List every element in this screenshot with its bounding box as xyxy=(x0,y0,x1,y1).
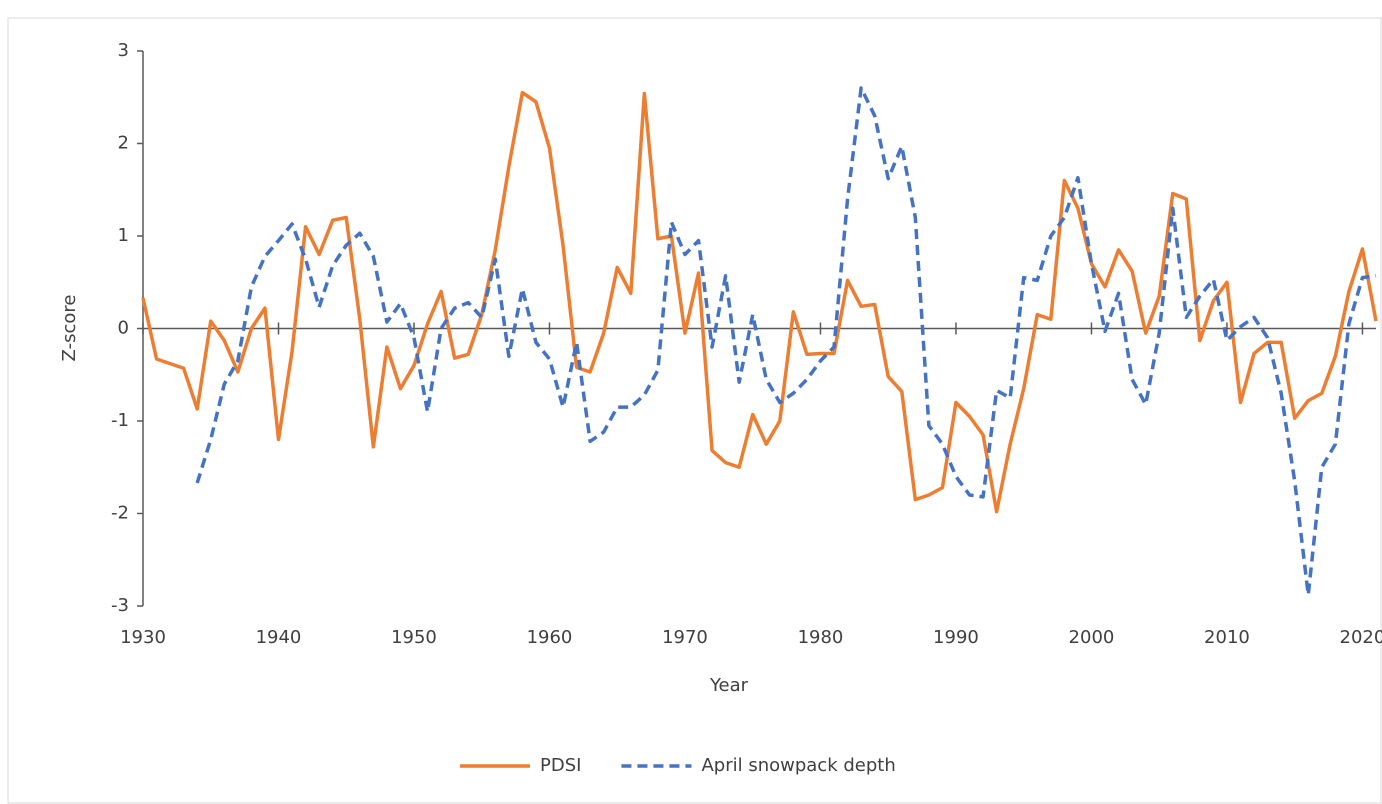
data-line xyxy=(141,90,1378,514)
y-tick-label: -2 xyxy=(111,503,129,524)
x-tick-label: 2000 xyxy=(1069,627,1115,648)
x-axis-label: Year xyxy=(709,675,749,696)
x-tick-label: 1940 xyxy=(256,627,302,648)
y-tick-label: 1 xyxy=(118,225,129,246)
y-tick-label: -3 xyxy=(111,595,129,616)
x-tick-label: 1930 xyxy=(120,627,166,648)
x-tick-label: 1950 xyxy=(391,627,437,648)
x-tick-label: 2010 xyxy=(1204,627,1250,648)
x-tick-label: 2020 xyxy=(1340,627,1382,648)
x-tick-label: 1980 xyxy=(798,627,844,648)
y-axis-label: Z-score xyxy=(59,295,80,362)
x-tick-label: 1960 xyxy=(527,627,573,648)
chart-frame xyxy=(7,17,1382,804)
y-tick-label: -1 xyxy=(111,410,129,431)
y-tick-label: 2 xyxy=(118,133,129,154)
y-tick-label: 3 xyxy=(118,40,129,61)
data-line xyxy=(195,86,1377,597)
y-tick-label: 0 xyxy=(118,318,129,339)
x-tick-label: 1970 xyxy=(662,627,708,648)
x-tick-label: 1990 xyxy=(933,627,979,648)
legend-label: PDSI xyxy=(540,755,581,776)
legend-label: April snowpack depth xyxy=(701,755,895,776)
